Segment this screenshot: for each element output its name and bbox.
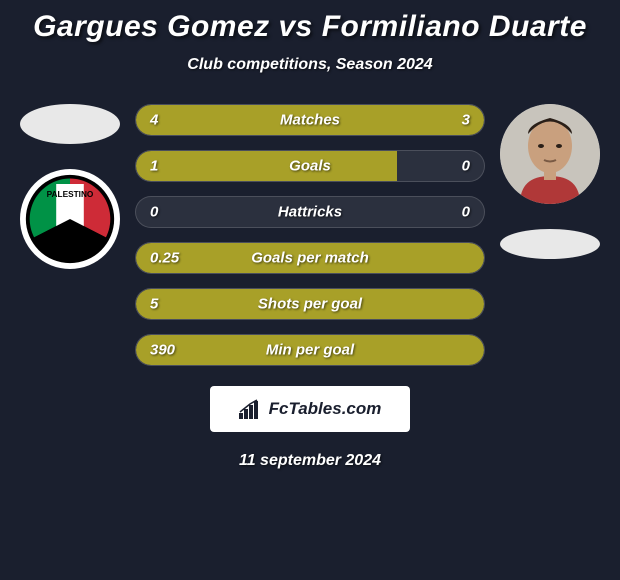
stat-value-left: 0 <box>150 204 158 221</box>
page-title: Gargues Gomez vs Formiliano Duarte <box>0 10 620 44</box>
svg-text:PALESTINO: PALESTINO <box>47 190 94 199</box>
left-player-col: PALESTINO <box>15 104 125 269</box>
stats-bars: 4 3 Matches 1 0 Goals 0 0 Hattricks 0.25 Goals per… <box>135 104 485 366</box>
stat-value-left: 4 <box>150 112 158 129</box>
stat-bar: 1 0 Goals <box>135 150 485 182</box>
stat-label: Goals <box>289 158 331 175</box>
stat-bar: 4 3 Matches <box>135 104 485 136</box>
main-row: PALESTINO 4 3 Matches 1 0 Goals 0 0 Hattricks 0.2… <box>0 104 620 366</box>
comparison-card: Gargues Gomez vs Formiliano Duarte Club … <box>0 0 620 480</box>
stat-label: Shots per goal <box>258 296 362 313</box>
palestino-badge-icon: PALESTINO <box>24 173 116 265</box>
date-line: 11 september 2024 <box>0 452 620 470</box>
stat-label: Hattricks <box>278 204 342 221</box>
left-player-avatar <box>20 104 120 144</box>
stat-value-left: 390 <box>150 342 175 359</box>
stat-label: Matches <box>280 112 340 129</box>
stat-bar: 0.25 Goals per match <box>135 242 485 274</box>
stat-value-right: 0 <box>462 158 470 175</box>
right-club-badge <box>500 229 600 259</box>
stat-fill-left <box>136 151 397 181</box>
stat-label: Min per goal <box>266 342 354 359</box>
right-player-col <box>495 104 605 259</box>
subtitle: Club competitions, Season 2024 <box>0 56 620 74</box>
stat-value-left: 5 <box>150 296 158 313</box>
stat-bar: 5 Shots per goal <box>135 288 485 320</box>
right-player-avatar <box>500 104 600 204</box>
stat-value-right: 3 <box>462 112 470 129</box>
stat-value-left: 1 <box>150 158 158 175</box>
stat-bar: 390 Min per goal <box>135 334 485 366</box>
stat-bar: 0 0 Hattricks <box>135 196 485 228</box>
stat-label: Goals per match <box>251 250 369 267</box>
stat-value-left: 0.25 <box>150 250 179 267</box>
headshot-icon <box>500 104 600 204</box>
brand-text: FcTables.com <box>269 399 382 419</box>
brand-badge[interactable]: FcTables.com <box>210 386 410 432</box>
left-club-badge: PALESTINO <box>20 169 120 269</box>
fctables-logo-icon <box>239 399 263 419</box>
stat-value-right: 0 <box>462 204 470 221</box>
